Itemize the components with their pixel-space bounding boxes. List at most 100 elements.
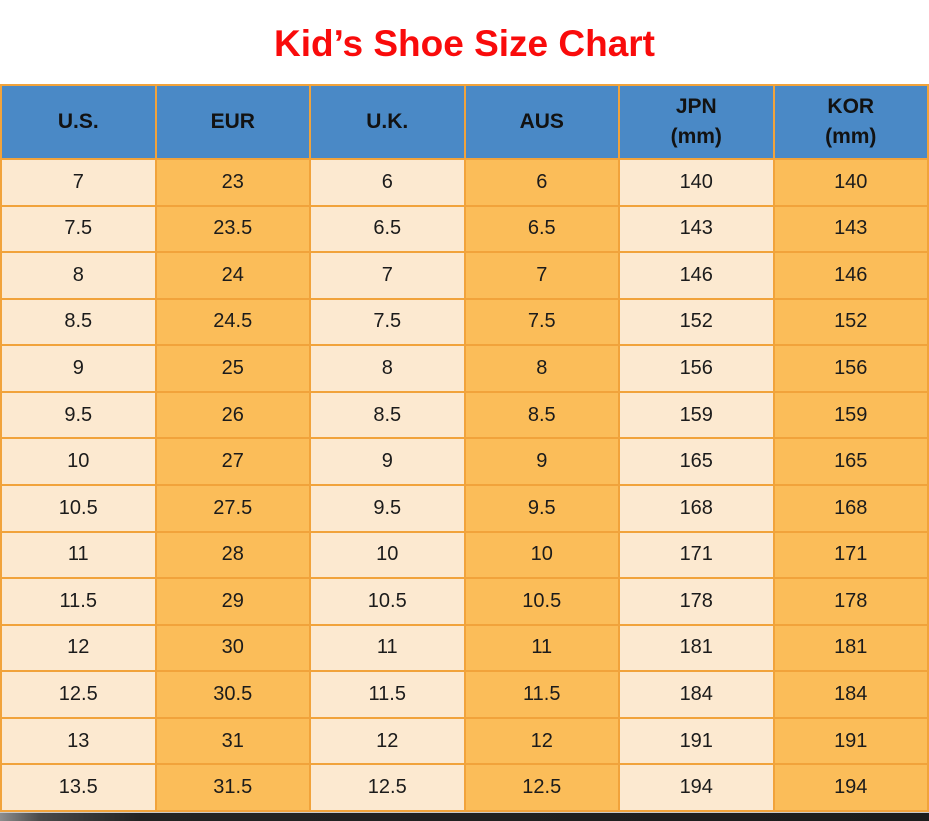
size-cell: 13.5 (0, 763, 157, 812)
size-cell: 10.5 (309, 577, 466, 626)
table-header: U.S. EUR U.K. AUS JPN (mm) (0, 84, 929, 160)
size-cell: 8.5 (463, 390, 620, 440)
size-cell: 27 (154, 437, 311, 486)
size-cell: 10.5 (463, 577, 620, 626)
size-cell: 178 (618, 577, 775, 626)
size-cell: 7 (309, 251, 466, 300)
size-cell: 184 (772, 670, 929, 719)
size-cell: 8.5 (0, 297, 157, 347)
size-cell: 24 (154, 251, 311, 300)
size-cell: 12.5 (309, 763, 466, 812)
column-header-label: U.K. (366, 109, 409, 133)
table-row: 7 23 6 6 140 140 (0, 158, 929, 207)
table-row: 9.5 26 8.5 8.5 159 159 (0, 390, 929, 440)
size-cell: 27.5 (154, 483, 311, 533)
size-cell: 140 (772, 158, 929, 207)
table-row: 13.5 31.5 12.5 12.5 194 194 (0, 763, 929, 812)
size-cell: 9.5 (309, 483, 466, 533)
size-cell: 6 (463, 158, 620, 207)
size-cell: 7 (463, 251, 620, 300)
size-cell: 143 (618, 204, 775, 254)
column-header-label: AUS (519, 109, 564, 133)
size-cell: 26 (154, 390, 311, 440)
table-bottom-shadow (0, 812, 929, 821)
size-cell: 159 (618, 390, 775, 440)
size-cell: 23 (154, 158, 311, 207)
size-cell: 11 (463, 623, 620, 673)
size-cell: 143 (772, 204, 929, 254)
size-cell: 7 (0, 158, 157, 207)
column-header-label: JPN (675, 94, 717, 118)
table-row: 11.5 29 10.5 10.5 178 178 (0, 577, 929, 626)
column-header-uk: U.K. (309, 84, 466, 160)
size-cell: 7.5 (309, 297, 466, 347)
size-cell: 8 (309, 344, 466, 393)
size-cell: 10 (463, 530, 620, 580)
header-row: U.S. EUR U.K. AUS JPN (mm) (0, 84, 929, 160)
size-cell: 191 (772, 716, 929, 766)
size-cell: 12 (309, 716, 466, 766)
size-cell: 184 (618, 670, 775, 719)
table-row: 13 31 12 12 191 191 (0, 716, 929, 766)
size-cell: 168 (772, 483, 929, 533)
size-cell: 156 (772, 344, 929, 393)
size-cell: 165 (618, 437, 775, 486)
column-header-sublabel: (mm) (670, 125, 722, 148)
size-cell: 8.5 (309, 390, 466, 440)
size-cell: 168 (618, 483, 775, 533)
table-row: 10.5 27.5 9.5 9.5 168 168 (0, 483, 929, 533)
size-cell: 181 (618, 623, 775, 673)
size-cell: 152 (618, 297, 775, 347)
size-cell: 11.5 (463, 670, 620, 719)
column-header-us: U.S. (0, 84, 157, 160)
table-row: 8.5 24.5 7.5 7.5 152 152 (0, 297, 929, 347)
size-cell: 194 (772, 763, 929, 812)
size-cell: 7.5 (463, 297, 620, 347)
column-header-label: EUR (210, 109, 255, 133)
size-cell: 8 (463, 344, 620, 393)
size-cell: 9.5 (463, 483, 620, 533)
size-cell: 11.5 (309, 670, 466, 719)
size-cell: 159 (772, 390, 929, 440)
size-cell: 12 (463, 716, 620, 766)
size-cell: 10.5 (0, 483, 157, 533)
column-header-sublabel: (mm) (825, 125, 877, 148)
size-cell: 30 (154, 623, 311, 673)
column-header-kor: KOR (mm) (772, 84, 929, 160)
size-cell: 178 (772, 577, 929, 626)
size-cell: 156 (618, 344, 775, 393)
size-cell: 9.5 (0, 390, 157, 440)
size-cell: 165 (772, 437, 929, 486)
table-row: 12 30 11 11 181 181 (0, 623, 929, 673)
table-body: 7 23 6 6 140 140 7.5 23.5 6.5 6.5 143 143 8 24 7 7 146 14… (0, 158, 929, 812)
size-cell: 11 (0, 530, 157, 580)
size-cell: 8 (0, 251, 157, 300)
page-title: Kid’s Shoe Size Chart (273, 23, 656, 64)
size-cell: 31.5 (154, 763, 311, 812)
table-row: 10 27 9 9 165 165 (0, 437, 929, 486)
size-cell: 29 (154, 577, 311, 626)
column-header-aus: AUS (463, 84, 620, 160)
column-header-label: U.S. (57, 109, 99, 133)
size-cell: 171 (618, 530, 775, 580)
table-row: 8 24 7 7 146 146 (0, 251, 929, 300)
size-cell: 6.5 (309, 204, 466, 254)
size-cell: 7.5 (0, 204, 157, 254)
size-cell: 146 (772, 251, 929, 300)
size-cell: 9 (309, 437, 466, 486)
size-cell: 181 (772, 623, 929, 673)
size-cell: 146 (618, 251, 775, 300)
table-row: 12.5 30.5 11.5 11.5 184 184 (0, 670, 929, 719)
column-header-label: KOR (827, 94, 875, 118)
size-cell: 30.5 (154, 670, 311, 719)
size-cell: 12 (0, 623, 157, 673)
table-row: 9 25 8 8 156 156 (0, 344, 929, 393)
size-cell: 12.5 (0, 670, 157, 719)
size-cell: 12.5 (463, 763, 620, 812)
size-cell: 13 (0, 716, 157, 766)
size-cell: 10 (309, 530, 466, 580)
size-cell: 25 (154, 344, 311, 393)
size-cell: 194 (618, 763, 775, 812)
shoe-size-table: U.S. EUR U.K. AUS JPN (mm) (0, 84, 929, 812)
size-cell: 171 (772, 530, 929, 580)
